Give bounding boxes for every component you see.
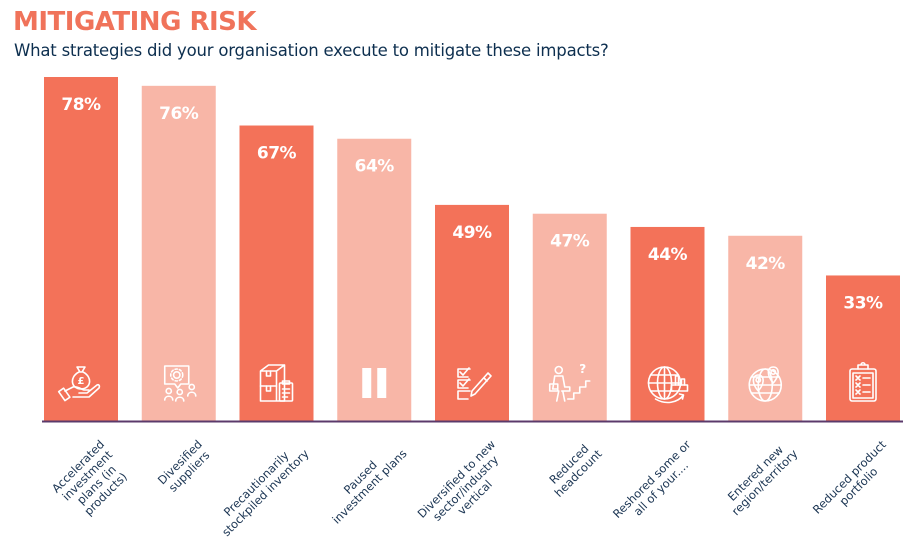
person-stairs-question-icon: ? — [548, 362, 591, 402]
stockpile-boxes-icon — [259, 364, 294, 402]
supplier-network-icon — [163, 365, 197, 402]
bar-value-label: 76% — [159, 104, 199, 124]
svg-text:£: £ — [78, 376, 85, 387]
bar-value-label: 47% — [550, 232, 590, 252]
bar — [435, 204, 509, 421]
icons-group: £? — [57, 361, 877, 404]
bar — [728, 235, 803, 421]
bar-value-label: 49% — [452, 223, 492, 243]
pause-icon — [362, 368, 387, 398]
category-label: Diversified to newsector/industryvertica… — [415, 437, 502, 524]
svg-text:?: ? — [579, 362, 586, 376]
category-label-line: stockpiled inventory — [219, 446, 312, 539]
category-label-line: Reshored some or — [610, 437, 694, 521]
bar — [630, 226, 705, 421]
bar-value-label: 78% — [61, 95, 101, 115]
bar — [44, 77, 118, 421]
globe-factory-icon — [647, 366, 689, 404]
money-bag-hand-icon: £ — [57, 366, 101, 402]
chart-subtitle: What strategies did your organisation ex… — [14, 41, 609, 60]
bar — [141, 85, 216, 422]
globe-location-pins-icon — [748, 366, 783, 402]
clipboard-list-icon — [849, 361, 877, 402]
bars-group: 78% 76% 67% 64% 49% 47% 44% 42% 33% — [44, 77, 900, 422]
bar-value-label: 64% — [355, 157, 395, 177]
bar — [826, 275, 900, 421]
bar-value-label: 67% — [257, 144, 297, 164]
checklist-pen-icon — [457, 367, 492, 400]
bar — [337, 138, 412, 421]
bar-value-label: 44% — [648, 245, 688, 265]
chart-title: MITIGATING RISK — [13, 7, 257, 37]
bar-value-label: 42% — [746, 254, 786, 274]
bar-value-label: 33% — [843, 293, 883, 313]
